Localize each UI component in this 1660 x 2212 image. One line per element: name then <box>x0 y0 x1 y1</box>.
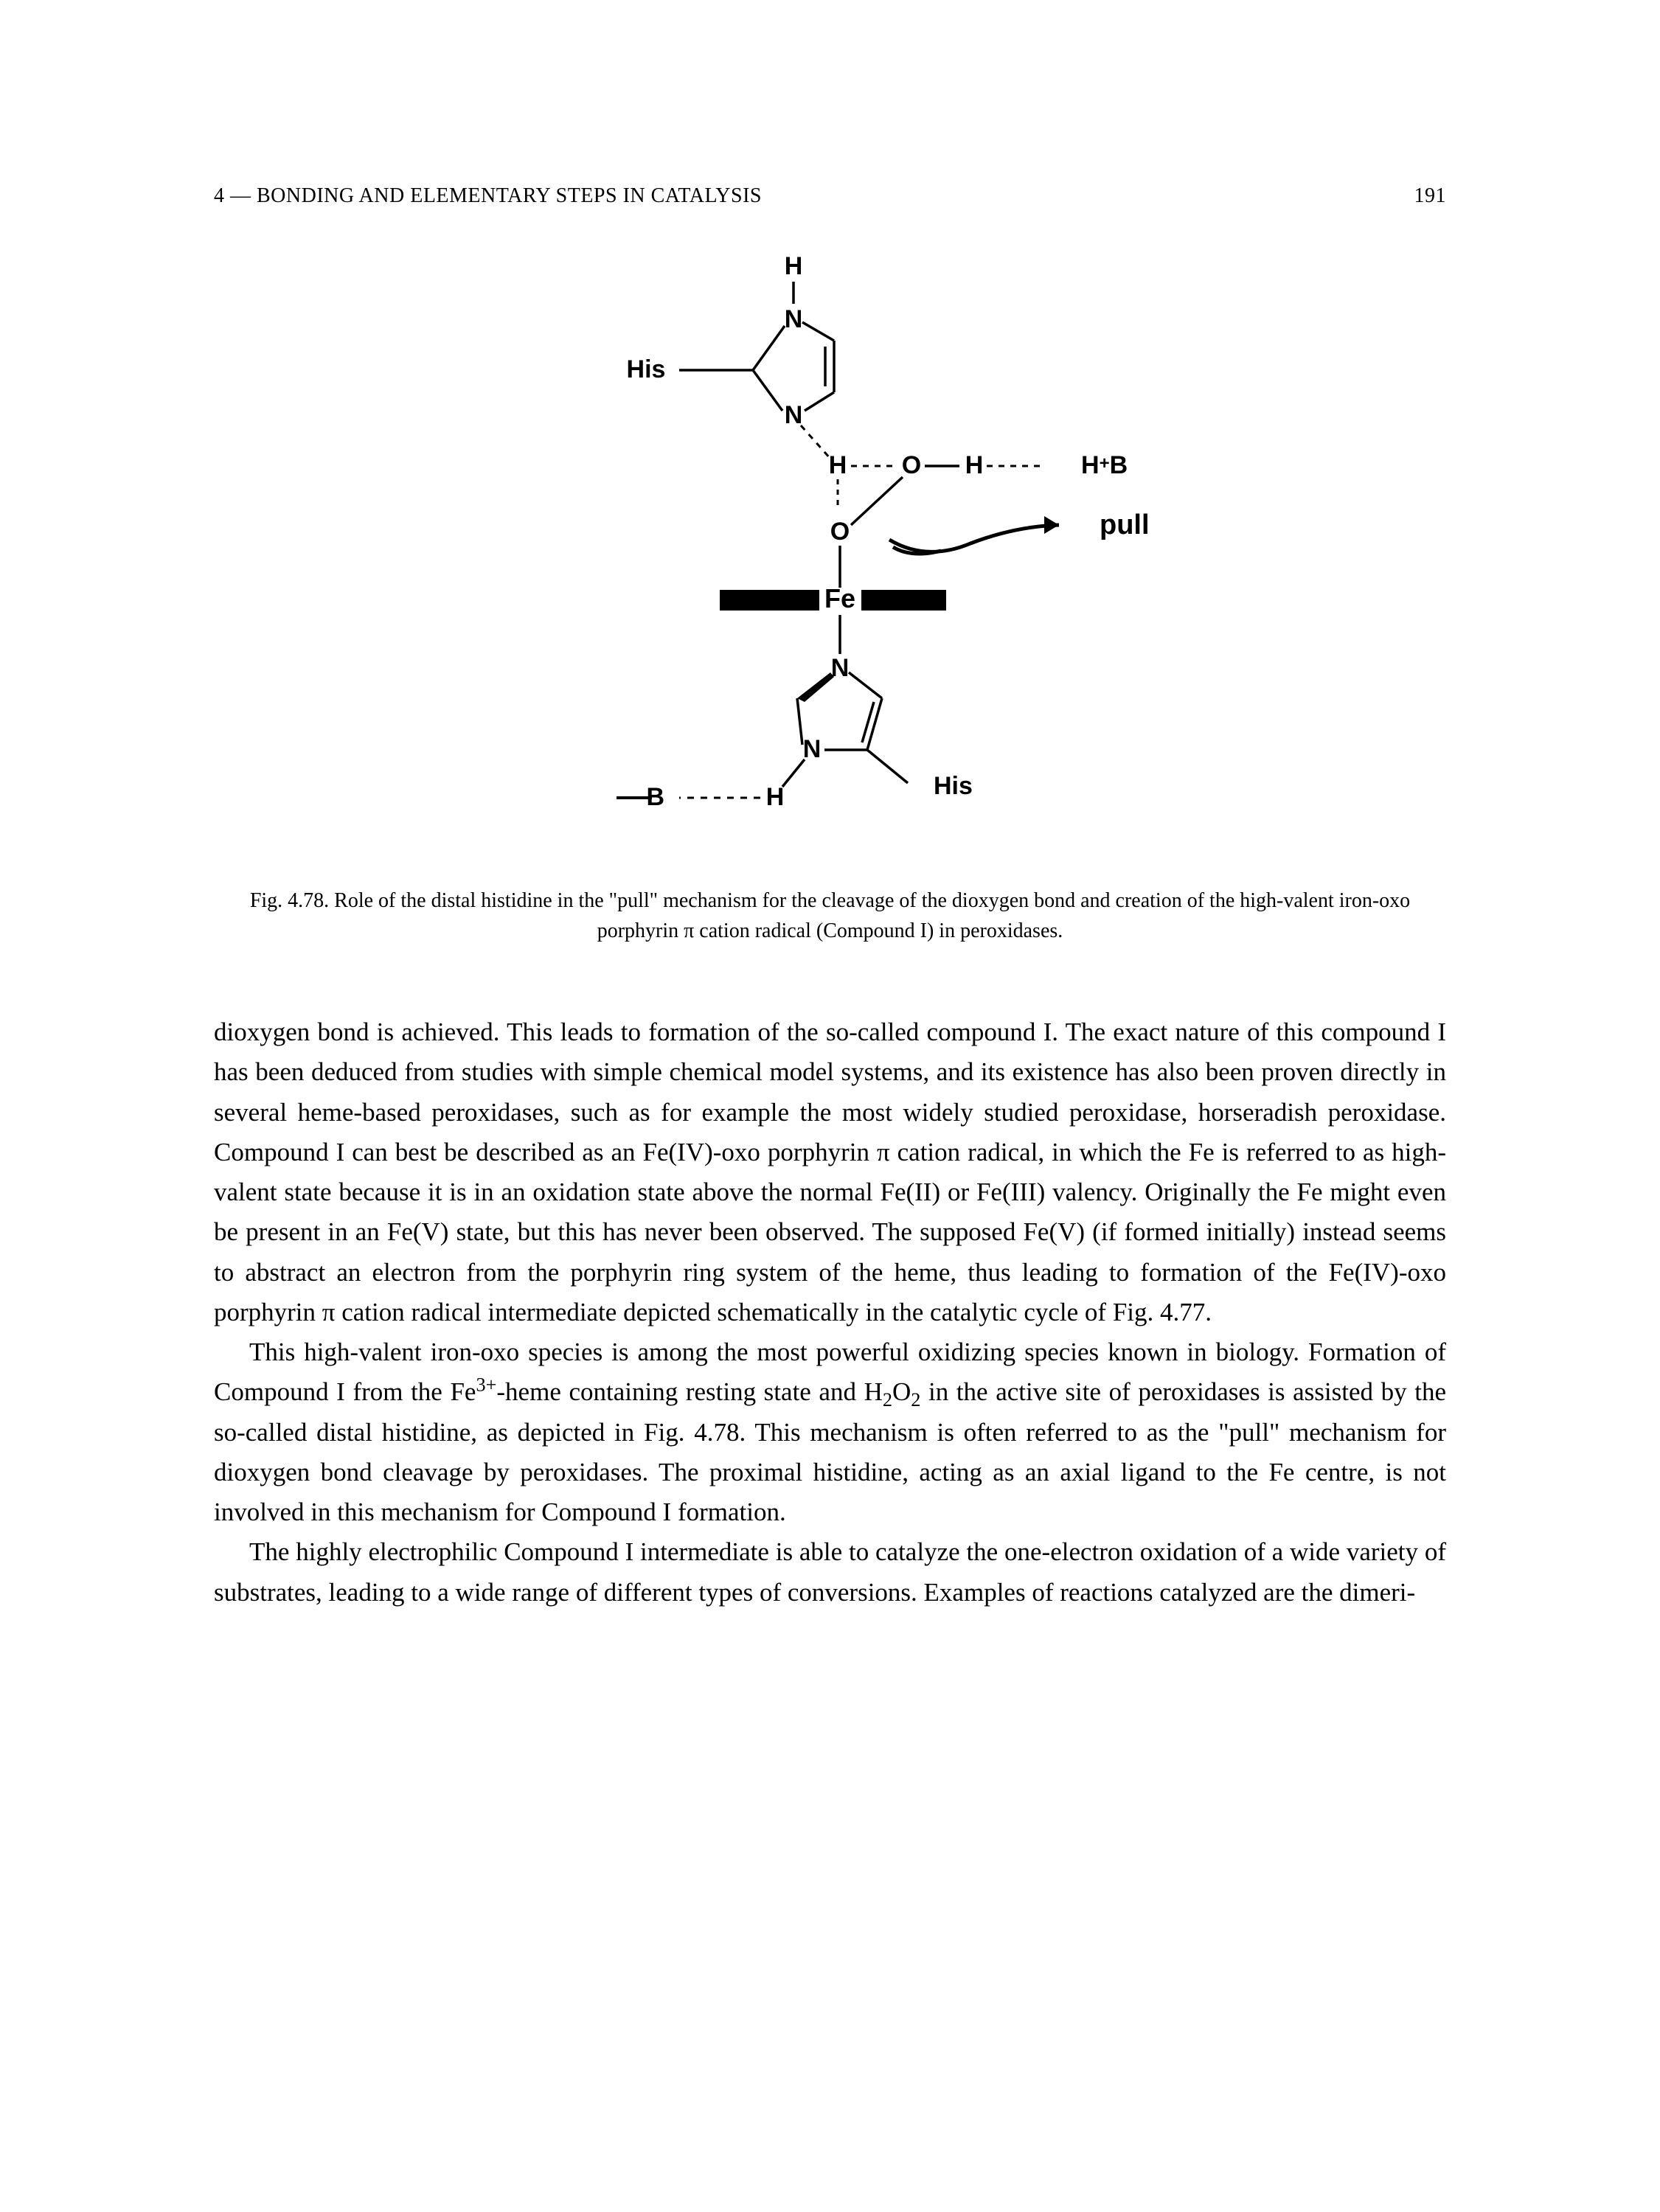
label-n-bot2: N <box>802 735 821 763</box>
label-h-bot: H <box>765 783 784 811</box>
label-h-top: H <box>784 252 802 280</box>
paragraph-1: dioxygen bond is achieved. This leads to… <box>214 1012 1446 1332</box>
label-his-bot: His <box>934 772 973 800</box>
page-number: 191 <box>1414 184 1447 208</box>
label-h-dash: H <box>828 451 847 479</box>
label-hplusb: H+B <box>1081 451 1128 479</box>
paragraph-3: The highly electrophilic Compound I inte… <box>214 1532 1446 1613</box>
running-header: 4 — BONDING AND ELEMENTARY STEPS IN CATA… <box>214 184 1446 208</box>
label-h-mid: H <box>965 451 983 479</box>
label-pull: pull <box>1100 509 1150 540</box>
body-text: dioxygen bond is achieved. This leads to… <box>214 1012 1446 1613</box>
label-o2: O <box>830 518 849 546</box>
label-o1: O <box>901 451 920 479</box>
label-n-top2: N <box>784 401 802 429</box>
paragraph-2: This high-valent iron-oxo species is amo… <box>214 1332 1446 1532</box>
label-fe: Fe <box>824 583 855 613</box>
figure-caption: Fig. 4.78. Role of the distal histidine … <box>243 886 1417 946</box>
pull-mechanism-diagram: H N N His H O <box>499 252 1162 864</box>
page: 4 — BONDING AND ELEMENTARY STEPS IN CATA… <box>0 0 1660 1686</box>
label-n-top1: N <box>784 305 802 333</box>
label-n-bot1: N <box>830 654 849 682</box>
label-his-top: His <box>626 355 665 383</box>
chapter-label: 4 — BONDING AND ELEMENTARY STEPS IN CATA… <box>214 184 762 208</box>
figure: H N N His H O <box>214 252 1446 864</box>
